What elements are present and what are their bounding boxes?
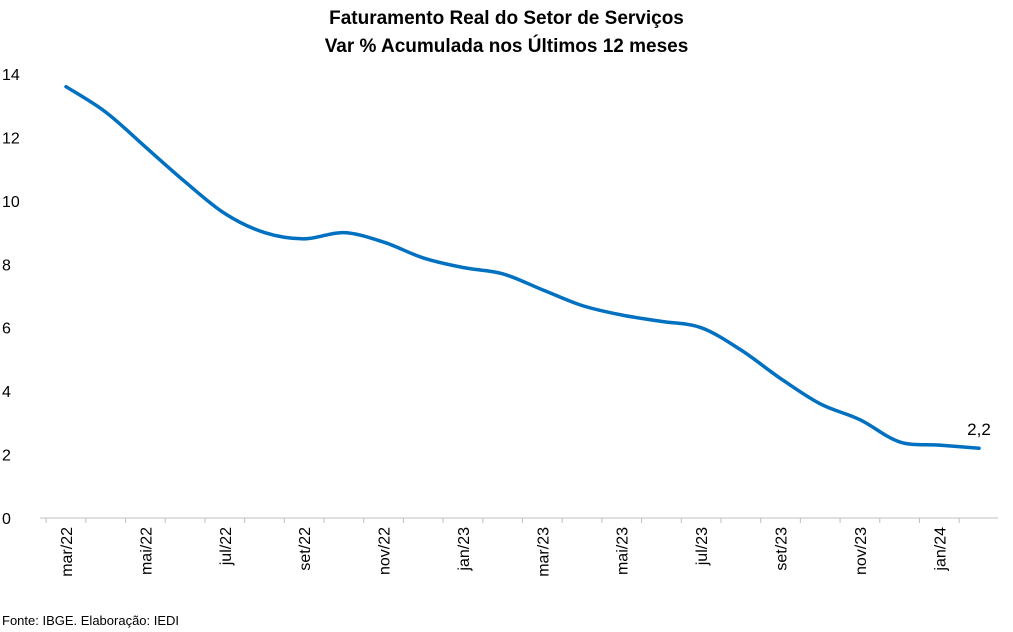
x-tick-label: jul/22 — [218, 527, 235, 566]
x-tick-label: jan/24 — [932, 527, 949, 572]
y-tick-label: 0 — [2, 511, 11, 528]
x-tick-label: jan/23 — [456, 527, 473, 572]
data-label: 2,2 — [967, 420, 991, 439]
x-tick-label: mai/23 — [615, 527, 632, 575]
x-tick-label: nov/22 — [377, 527, 394, 575]
x-tick-label: mai/22 — [138, 527, 155, 575]
series-line — [64, 84, 981, 450]
y-tick-label: 10 — [2, 194, 20, 211]
x-tick-label: mar/23 — [535, 527, 552, 577]
y-tick-label: 12 — [2, 130, 20, 147]
chart-title: Faturamento Real do Setor de Serviços — [329, 8, 684, 29]
x-tick-label: set/23 — [774, 527, 791, 571]
y-tick-label: 4 — [2, 384, 11, 401]
x-tick-label: set/22 — [297, 527, 314, 571]
x-tick-label: nov/23 — [853, 527, 870, 575]
y-tick-label: 8 — [2, 257, 11, 274]
chart-subtitle: Var % Acumulada nos Últimos 12 meses — [324, 36, 689, 57]
y-tick-label: 14 — [2, 67, 20, 84]
x-tick-label: mar/22 — [59, 527, 76, 577]
y-tick-label: 6 — [2, 321, 11, 338]
x-tick-label: jul/23 — [694, 527, 711, 566]
source-note: Fonte: IBGE. Elaboração: IEDI — [2, 613, 180, 628]
y-tick-label: 2 — [2, 448, 11, 465]
